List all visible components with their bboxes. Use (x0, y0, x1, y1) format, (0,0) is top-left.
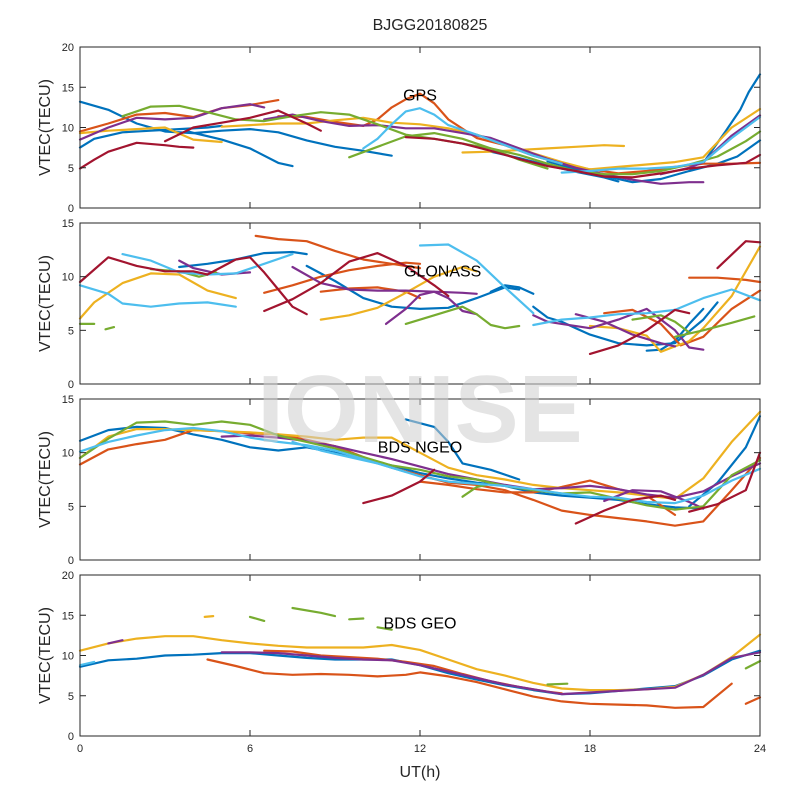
series-line (78, 660, 96, 667)
series-group (78, 606, 762, 709)
x-tick-label: 6 (247, 743, 253, 755)
series-group (78, 73, 762, 185)
series-line (404, 305, 521, 330)
series-group (78, 410, 762, 527)
series-line (588, 308, 691, 355)
series-line (107, 639, 124, 645)
series-line (744, 696, 762, 705)
panel-label: GLONASS (404, 263, 481, 280)
series-line (206, 256, 308, 316)
series-line (546, 682, 569, 686)
y-axis-label: VTEC(TECU) (37, 607, 54, 704)
series-line (263, 261, 422, 294)
series-line (291, 440, 407, 474)
panel-4: 0 5 10 15 20 0 6 12 18 24 VTEC(TECU) BDS GEO (37, 570, 766, 755)
panel-3: 0 5 10 15 VTEC(TECU) BDS NGEO (37, 394, 762, 567)
series-line (319, 265, 478, 321)
series-line (532, 288, 762, 327)
series-line (78, 284, 237, 308)
y-tick-label: 0 (68, 203, 74, 215)
y-tick-label: 15 (62, 394, 74, 406)
y-tick-label: 15 (62, 610, 74, 622)
y-tick-label: 10 (62, 123, 74, 135)
series-line (362, 468, 436, 505)
series-line (248, 615, 266, 622)
chart-title: BJGG20180825 (373, 17, 488, 34)
x-axis-label: UT(h) (400, 764, 441, 781)
series-line (206, 658, 733, 709)
y-axis-label: VTEC(TECU) (37, 431, 54, 528)
y-tick-label: 20 (62, 570, 74, 582)
series-line (78, 126, 223, 144)
series-line (744, 660, 762, 670)
panel-label: BDS NGEO (378, 439, 462, 456)
series-line (220, 651, 762, 696)
series-line (78, 124, 223, 149)
y-axis-label: VTEC(TECU) (37, 79, 54, 176)
series-line (78, 256, 209, 284)
y-tick-label: 10 (62, 272, 74, 284)
y-tick-label: 15 (62, 218, 74, 230)
y-tick-label: 10 (62, 448, 74, 460)
panel-1: 0 5 10 15 20 VTEC(TECU) GPS (37, 42, 762, 215)
series-line (404, 418, 521, 481)
x-tick-label: 0 (77, 743, 83, 755)
series-line (688, 276, 762, 284)
series-line (305, 264, 521, 310)
series-line (560, 115, 762, 174)
series-line (603, 489, 705, 510)
panels: 0 5 10 15 20 VTEC(TECU) GPS 0 5 10 15 VTEC(TECU) GLO… (37, 42, 766, 755)
series-line (78, 426, 762, 505)
panel-2: 0 5 10 15 VTEC(TECU) GLONASS (37, 218, 762, 391)
series-line (404, 136, 762, 179)
series-line (291, 606, 337, 618)
series-line (203, 615, 215, 618)
y-tick-label: 0 (68, 555, 74, 567)
series-line (263, 252, 450, 313)
series-line (489, 284, 535, 295)
series-line (78, 100, 393, 157)
panel-label: GPS (403, 87, 437, 104)
y-tick-label: 10 (62, 651, 74, 663)
series-line (362, 107, 563, 165)
y-tick-label: 5 (68, 325, 74, 337)
series-line (319, 286, 422, 300)
series-line (78, 272, 237, 320)
y-tick-label: 5 (68, 163, 74, 175)
series-group (78, 234, 762, 355)
series-line (376, 626, 393, 631)
series-line (263, 113, 705, 185)
series-line (104, 326, 116, 331)
series-line (78, 103, 266, 141)
y-tick-label: 20 (62, 42, 74, 54)
series-line (631, 314, 691, 334)
y-axis-label: VTEC(TECU) (37, 255, 54, 352)
series-line (574, 494, 677, 525)
series-line (348, 617, 365, 621)
series-line (418, 243, 535, 315)
y-tick-label: 0 (68, 731, 74, 743)
series-line (78, 141, 195, 170)
panel-label: BDS GEO (384, 615, 457, 632)
series-line (186, 130, 294, 168)
series-line (645, 307, 705, 352)
y-tick-label: 15 (62, 82, 74, 94)
series-line (574, 313, 677, 348)
series-line (163, 109, 322, 143)
series-line (716, 240, 762, 270)
y-tick-label: 0 (68, 379, 74, 391)
series-line (384, 290, 478, 325)
y-tick-label: 5 (68, 501, 74, 513)
series-line (291, 265, 478, 295)
series-line (78, 420, 762, 511)
x-tick-label: 12 (414, 743, 426, 755)
series-line (688, 451, 762, 513)
watermark-text: IONISE (257, 356, 582, 463)
x-tick-label: 24 (754, 743, 766, 755)
x-tick-label: 18 (584, 743, 596, 755)
y-tick-label: 5 (68, 691, 74, 703)
